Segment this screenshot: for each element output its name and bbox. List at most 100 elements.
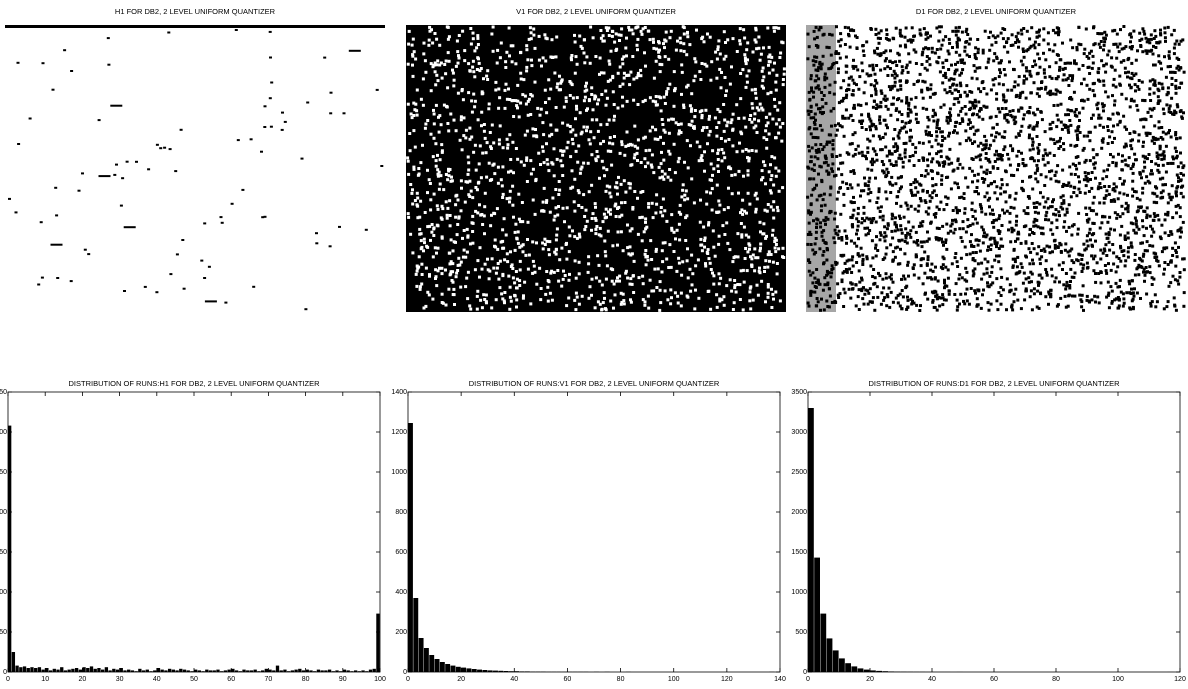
pixel [820,234,824,238]
pixel [1025,77,1029,81]
pixel [1000,178,1004,182]
pixel [633,124,637,128]
pixel [1170,83,1174,86]
pixel [1057,263,1061,267]
pixel [1111,94,1114,98]
pixel [1067,113,1070,117]
pixel [717,282,721,286]
pixel [1115,216,1119,220]
pixel [909,229,913,233]
pixel [720,298,724,302]
pixel [719,137,723,140]
pixel [1053,280,1057,284]
pixel [935,226,939,230]
pixel [1167,131,1170,135]
pixel [1059,120,1063,124]
pixel [821,198,825,202]
pixel [753,87,757,91]
pixel [686,83,690,87]
pixel [941,224,945,228]
pixel [693,307,697,311]
pixel [1071,162,1075,166]
pixel [989,283,993,287]
pixel [742,225,746,229]
pixel [1157,54,1161,58]
pixel [841,180,845,184]
pixel [922,47,926,51]
pixel [590,86,594,90]
pixel [884,104,888,108]
pixel [658,176,662,180]
pixel [1124,71,1127,75]
pixel [887,286,891,290]
pixel [1179,172,1183,175]
pixel [650,165,654,169]
pixel [1168,129,1171,132]
pixel [883,132,887,136]
pixel [970,76,974,80]
pixel [965,253,969,257]
pixel [813,112,817,116]
pixel [682,32,686,36]
pixel [851,255,855,259]
pixel [1076,155,1080,159]
pixel [1124,259,1128,263]
pixel [537,34,541,38]
pixel [1132,228,1136,232]
pixel [517,115,521,119]
pixel [896,195,900,199]
pixel [661,175,664,179]
pixel [1084,27,1088,31]
pixel [890,86,894,90]
pixel [727,166,730,170]
pixel [1125,127,1128,131]
pixel [733,173,737,177]
pixel [1029,157,1033,161]
pixel [743,36,747,40]
pixel [660,118,664,121]
pixel [975,77,979,81]
pixel [1163,218,1167,222]
pixel [659,109,663,113]
pixel [995,242,999,246]
pixel [1134,89,1137,93]
pixel [852,58,855,62]
pixel [931,184,935,188]
pixel [710,178,713,182]
pixel [663,102,667,105]
pixel [575,96,579,100]
pixel [1003,145,1007,149]
pixel [555,157,559,161]
pixel [849,114,853,118]
pixel [1032,127,1036,131]
pixel [653,137,657,141]
pixel [863,292,867,296]
pixel [756,293,760,297]
pixel [1110,56,1114,60]
pixel [895,201,898,205]
pixel [682,106,686,109]
pixel [485,175,489,179]
pixel [1030,242,1034,245]
pixel [644,249,648,252]
pixel [682,103,686,107]
pixel [893,84,897,88]
pixel [644,227,648,231]
pixel [1180,116,1184,120]
pixel [714,50,718,54]
pixel [867,114,871,118]
pixel [818,124,822,128]
pixel [1070,79,1074,83]
pixel [847,26,850,30]
pixel [707,133,711,137]
pixel [1172,46,1176,50]
pixel [1177,282,1181,286]
pixel [566,140,570,144]
pixel [822,94,826,97]
pixel [943,136,947,140]
pixel [882,171,886,175]
pixel [430,230,434,234]
pixel [738,42,742,46]
pixel [1174,79,1178,82]
pixel [878,54,882,58]
